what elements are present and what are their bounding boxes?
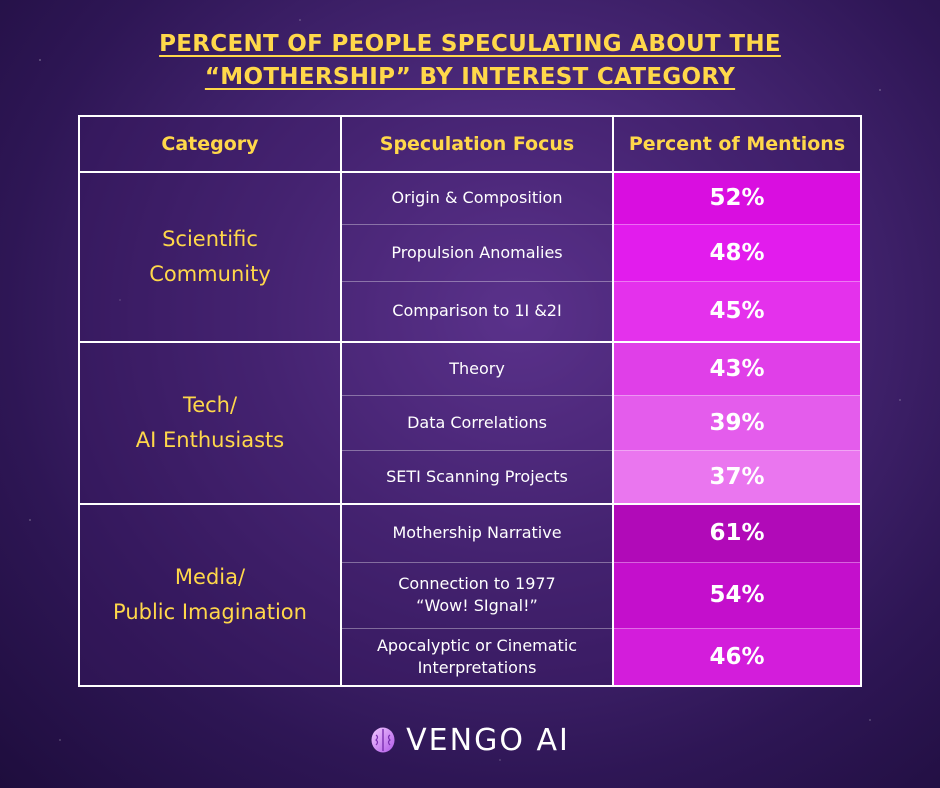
percent-cell: 37% [613, 450, 862, 505]
percent-cell: 54% [613, 562, 862, 629]
speculation-focus-cell: Connection to 1977 “Wow! SIgnal!” [341, 562, 614, 629]
table-row: Apocalyptic or Cinematic Interpretations 4… [79, 628, 862, 687]
focus-label-line: Theory [449, 358, 505, 378]
table-row: Tech/AI Enthusiasts Theory 43% [78, 341, 862, 505]
title-line-2: “MOTHERSHIP” BY INTEREST CATEGORY [204, 64, 736, 90]
header-percent: Percent of Mentions [612, 115, 862, 173]
focus-label-line: Origin & Composition [391, 188, 563, 208]
header-category: Category [78, 115, 342, 173]
speculation-focus-cell: Theory [341, 342, 614, 396]
category-label-line: Community [149, 262, 271, 286]
header-speculation-focus: Speculation Focus [340, 115, 614, 173]
table-row: Data Correlations 39% [79, 395, 862, 451]
focus-label-line: Apocalyptic or Cinematic [376, 635, 578, 655]
table-row: Connection to 1977 “Wow! SIgnal!” 54% [79, 562, 862, 629]
category-label-line: Scientific [162, 227, 258, 251]
focus-label-line: Interpretations [417, 657, 537, 677]
category-label-line: Public Imagination [113, 600, 307, 624]
speculation-focus-cell: Propulsion Anomalies [341, 224, 614, 282]
speculation-focus-cell: SETI Scanning Projects [341, 450, 614, 505]
percent-cell: 43% [613, 342, 862, 396]
percent-cell: 48% [613, 224, 862, 282]
speculation-focus-cell: Origin & Composition [341, 172, 614, 225]
title-line-1: PERCENT OF PEOPLE SPECULATING ABOUT THE [159, 31, 781, 57]
table-row: SETI Scanning Projects 37% [79, 450, 862, 505]
table-row: Scientific Community Origin & Composition 5… [78, 171, 862, 343]
focus-label-line: “Wow! SIgnal!” [416, 596, 538, 615]
speculation-focus-cell: Comparison to 1I &2I [341, 281, 614, 343]
category-cell: Tech/AI Enthusiasts [78, 341, 342, 505]
category-label-line: AI Enthusiasts [135, 428, 285, 452]
focus-label-line: Connection to 1977 [398, 574, 556, 593]
speculation-focus-cell: Data Correlations [341, 395, 614, 451]
speculation-focus-cell: Apocalyptic or Cinematic Interpretations [341, 628, 614, 687]
mentions-table: Category Speculation Focus Percent of Me… [78, 115, 862, 687]
focus-label-line: Comparison to 1I &2I [392, 301, 562, 321]
category-label-line: Tech/ [182, 393, 238, 417]
focus-label-line: Mothership Narrative [392, 523, 562, 543]
brain-logo-icon [371, 727, 395, 753]
category-cell: Media/Public Imagination [78, 503, 342, 687]
brand-footer: VENGO AI [0, 718, 940, 762]
percent-cell: 46% [613, 628, 862, 687]
percent-cell: 45% [613, 281, 862, 343]
speculation-focus-cell: Mothership Narrative [341, 504, 614, 563]
percent-cell: 39% [613, 395, 862, 451]
percent-cell: 52% [613, 172, 862, 225]
table-row: Comparison to 1I &2I 45% [79, 281, 862, 343]
category-label-line: Media/ [174, 565, 246, 589]
focus-label-line: Propulsion Anomalies [391, 242, 563, 262]
focus-label-line: SETI Scanning Projects [386, 466, 568, 486]
brand-name: VENGO AI [406, 722, 570, 758]
table-row: Propulsion Anomalies 48% [79, 224, 862, 282]
percent-cell: 61% [613, 504, 862, 563]
table-row: Media/Public Imagination Mothership Narra… [78, 503, 862, 687]
chart-title: PERCENT OF PEOPLE SPECULATING ABOUT THE … [0, 28, 940, 94]
focus-label-line: Data Correlations [407, 412, 547, 432]
category-cell: Scientific Community [78, 171, 342, 343]
